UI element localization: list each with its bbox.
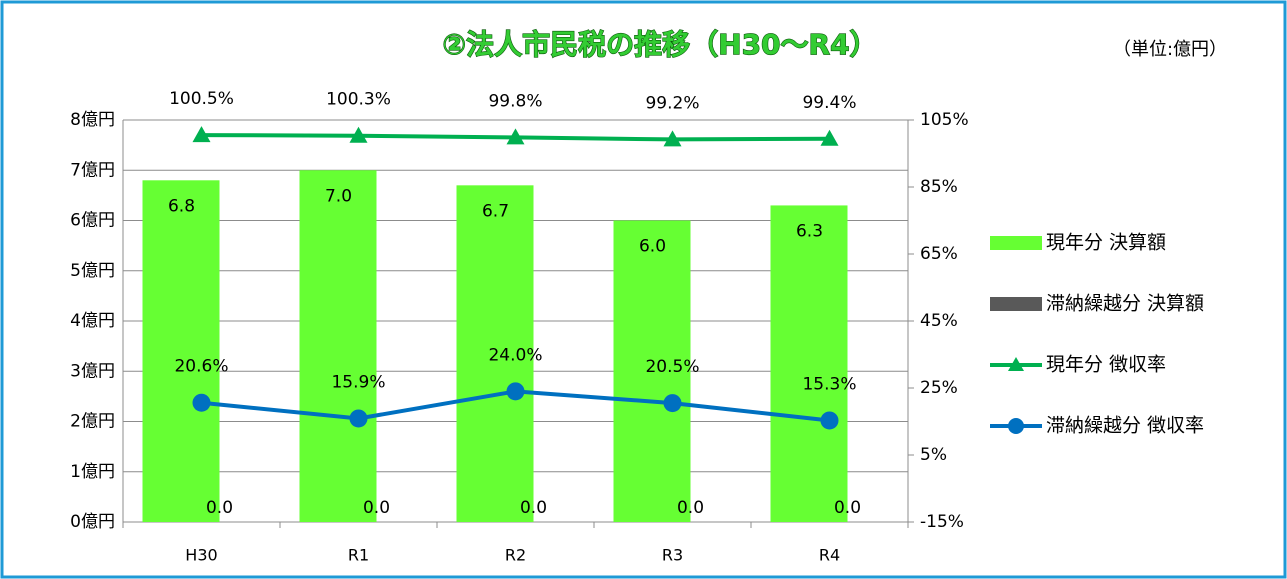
data-label: 0.0: [363, 498, 390, 518]
data-label: 15.9%: [331, 372, 385, 392]
unit-label: （単位:億円）: [1113, 39, 1227, 60]
y-tick-label: 0億円: [70, 512, 115, 532]
data-label: 24.0%: [488, 345, 542, 365]
data-label: 6.3: [796, 221, 823, 241]
legend-swatch: [990, 236, 1042, 250]
x-tick-label: R4: [819, 546, 840, 565]
rate-marker: [506, 382, 525, 401]
data-label: 6.8: [168, 196, 195, 216]
rate-marker: [820, 129, 839, 146]
y-tick-label: 1億円: [70, 462, 115, 482]
data-label: 0.0: [206, 498, 233, 518]
chart-title: ②法人市民税の推移（H30～R4）: [442, 28, 877, 61]
data-label: 99.8%: [488, 91, 542, 111]
data-label: 0.0: [834, 498, 861, 518]
y-tick-label: 6億円: [70, 211, 115, 231]
data-label: 0.0: [677, 498, 704, 518]
y-tick-label: 7億円: [70, 160, 115, 180]
bar: [142, 180, 220, 523]
y-tick-label: 8億円: [70, 110, 115, 130]
y-tick-label: 2億円: [70, 412, 115, 432]
y2-tick-label: 85%: [920, 177, 958, 197]
legend-swatch: [990, 297, 1042, 311]
rate-marker: [663, 394, 682, 413]
y2-tick-label: 5%: [920, 445, 947, 465]
data-label: 99.2%: [645, 93, 699, 113]
legend-marker: [1008, 357, 1024, 371]
rate-marker: [192, 126, 211, 143]
data-label: 6.0: [639, 237, 666, 257]
rate-marker: [349, 126, 368, 143]
bar: [613, 220, 691, 522]
legend-label: 滞納繰越分 決算額: [1046, 293, 1204, 315]
data-label: 20.5%: [645, 357, 699, 377]
bar: [770, 205, 848, 523]
y2-tick-label: 105%: [920, 110, 969, 130]
rate-marker: [820, 411, 839, 430]
x-tick-label: R3: [662, 546, 683, 565]
legend-label: 現年分 徴収率: [1046, 354, 1166, 376]
x-tick-label: H30: [185, 546, 217, 565]
legend-label: 滞納繰越分 徴収率: [1046, 415, 1204, 437]
data-label: 20.6%: [174, 357, 228, 377]
bar: [456, 185, 534, 522]
rate-marker: [506, 128, 525, 145]
data-label: 15.3%: [802, 374, 856, 394]
legend-marker: [1008, 418, 1024, 434]
rate-marker: [349, 409, 368, 428]
y-tick-label: 5億円: [70, 261, 115, 281]
rate-marker: [663, 130, 682, 147]
x-tick-label: R1: [348, 546, 369, 565]
y2-tick-label: -15%: [920, 512, 964, 532]
y2-tick-label: 65%: [920, 244, 958, 264]
y2-tick-label: 25%: [920, 378, 958, 398]
data-label: 100.5%: [169, 89, 234, 109]
rate-marker: [192, 393, 211, 412]
y-tick-label: 4億円: [70, 311, 115, 331]
y-tick-label: 3億円: [70, 361, 115, 381]
legend-label: 現年分 決算額: [1046, 232, 1166, 254]
data-label: 6.7: [482, 201, 509, 221]
bar: [299, 170, 377, 522]
data-label: 0.0: [520, 498, 547, 518]
data-label: 100.3%: [326, 90, 391, 110]
data-label: 7.0: [325, 186, 352, 206]
data-label: 99.4%: [802, 93, 856, 113]
y2-tick-label: 45%: [920, 311, 958, 331]
x-tick-label: R2: [505, 546, 526, 565]
